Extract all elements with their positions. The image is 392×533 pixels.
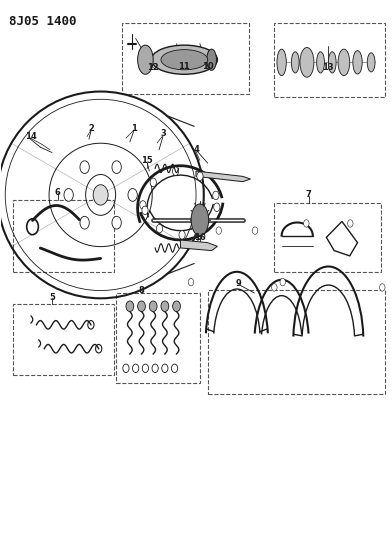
Circle shape — [171, 364, 178, 373]
Ellipse shape — [367, 53, 375, 72]
Ellipse shape — [207, 49, 216, 70]
Circle shape — [162, 364, 168, 373]
Circle shape — [128, 189, 137, 201]
Circle shape — [161, 301, 169, 312]
Circle shape — [150, 178, 156, 187]
Circle shape — [304, 220, 309, 227]
Circle shape — [80, 216, 89, 229]
Ellipse shape — [191, 204, 209, 236]
Text: 1: 1 — [131, 124, 137, 133]
Circle shape — [156, 224, 163, 233]
Circle shape — [112, 216, 121, 229]
Circle shape — [252, 227, 258, 235]
Ellipse shape — [151, 45, 218, 74]
Ellipse shape — [161, 50, 208, 70]
Bar — [274, 203, 381, 272]
Circle shape — [126, 301, 134, 312]
Ellipse shape — [353, 51, 362, 74]
Circle shape — [213, 191, 219, 200]
Circle shape — [216, 227, 221, 235]
Circle shape — [188, 278, 194, 286]
Ellipse shape — [328, 52, 336, 73]
Circle shape — [214, 203, 220, 212]
Text: 13: 13 — [323, 63, 334, 72]
Ellipse shape — [300, 47, 314, 77]
Circle shape — [280, 278, 285, 286]
Bar — [122, 22, 249, 94]
Circle shape — [142, 364, 149, 373]
Circle shape — [379, 284, 385, 291]
Bar — [116, 293, 200, 383]
Bar — [208, 290, 385, 394]
Text: 8J05 1400: 8J05 1400 — [9, 14, 77, 28]
Circle shape — [123, 364, 129, 373]
Circle shape — [138, 301, 145, 312]
Circle shape — [179, 231, 185, 239]
Text: 14: 14 — [25, 132, 36, 141]
Circle shape — [172, 301, 180, 312]
Text: 12: 12 — [147, 63, 159, 72]
Circle shape — [80, 161, 89, 174]
Circle shape — [152, 364, 158, 373]
Polygon shape — [180, 240, 218, 251]
Circle shape — [140, 201, 146, 209]
Circle shape — [201, 222, 207, 231]
Circle shape — [197, 172, 203, 181]
Circle shape — [142, 206, 148, 215]
Circle shape — [272, 284, 277, 291]
Text: 11: 11 — [178, 62, 190, 70]
Circle shape — [172, 167, 179, 175]
Text: 16: 16 — [194, 233, 206, 242]
Text: 5: 5 — [49, 293, 55, 302]
Text: 4: 4 — [193, 146, 199, 155]
Text: 8: 8 — [139, 286, 144, 295]
Ellipse shape — [138, 45, 153, 74]
Bar — [274, 22, 385, 97]
Bar — [13, 304, 114, 375]
Text: 10: 10 — [202, 62, 214, 70]
Text: 9: 9 — [236, 279, 242, 288]
Text: 15: 15 — [142, 156, 153, 165]
Circle shape — [348, 220, 353, 227]
Ellipse shape — [277, 49, 286, 76]
Circle shape — [64, 189, 73, 201]
Circle shape — [132, 364, 139, 373]
Text: 6: 6 — [55, 188, 61, 197]
Circle shape — [93, 185, 108, 205]
Text: 7: 7 — [306, 190, 312, 199]
Circle shape — [149, 301, 157, 312]
Polygon shape — [196, 171, 250, 182]
Ellipse shape — [338, 49, 350, 76]
Text: 3: 3 — [160, 130, 166, 139]
Ellipse shape — [317, 52, 325, 73]
Ellipse shape — [291, 52, 299, 73]
Text: 2: 2 — [88, 124, 94, 133]
Bar — [13, 200, 114, 272]
Circle shape — [112, 161, 121, 174]
